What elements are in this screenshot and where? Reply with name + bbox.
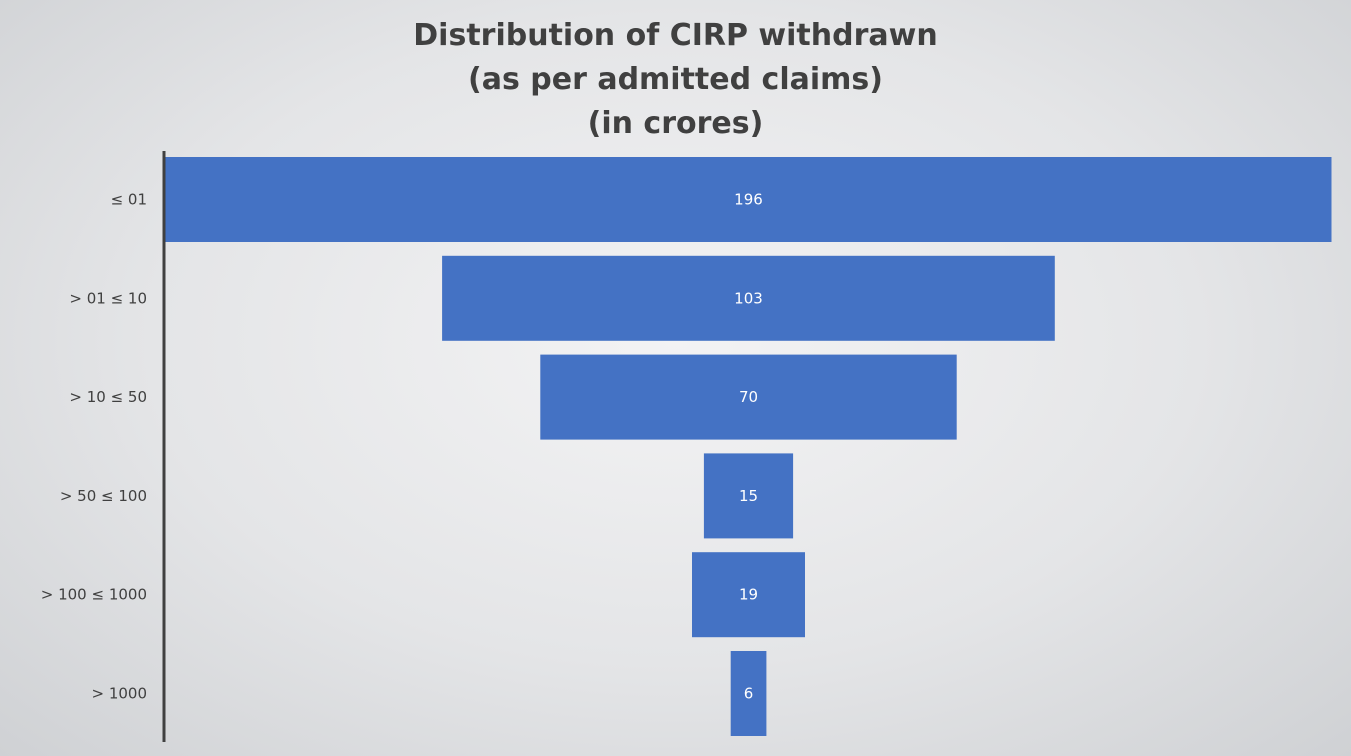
- chart-title-line-2: (as per admitted claims): [468, 62, 883, 97]
- bar-0: [165, 157, 1332, 242]
- data-label-5: 6: [744, 685, 754, 703]
- data-label-2: 70: [739, 388, 758, 406]
- chart-title-line-1: Distribution of CIRP withdrawn: [413, 18, 938, 53]
- chart-title: Distribution of CIRP withdrawn (as per a…: [0, 14, 1351, 146]
- category-label-0: ≤ 01: [111, 191, 147, 209]
- data-label-4: 19: [739, 586, 758, 604]
- data-label-3: 15: [739, 487, 758, 505]
- bar-4: [692, 552, 805, 638]
- category-label-1: > 01 ≤ 10: [69, 289, 147, 307]
- category-label-5: > 1000: [91, 685, 147, 703]
- bar-5: [730, 651, 767, 736]
- category-label-2: > 10 ≤ 50: [69, 388, 147, 406]
- bar-3: [703, 453, 794, 539]
- bar-2: [540, 354, 957, 440]
- category-label-4: > 100 ≤ 1000: [41, 586, 147, 604]
- bar-1: [442, 255, 1055, 341]
- chart-title-line-3: (in crores): [587, 106, 764, 141]
- data-label-1: 103: [734, 289, 763, 307]
- category-label-3: > 50 ≤ 100: [60, 487, 147, 505]
- data-label-0: 196: [734, 191, 763, 209]
